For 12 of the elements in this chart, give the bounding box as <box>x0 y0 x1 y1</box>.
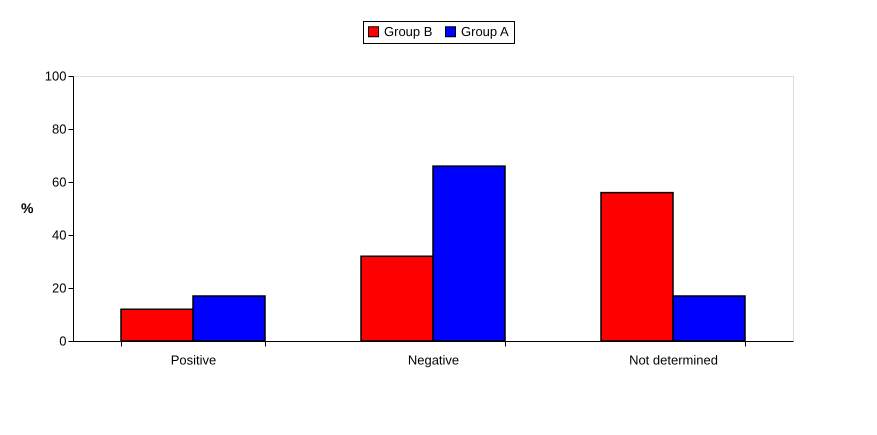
x-tick-label: Positive <box>170 352 216 368</box>
y-tick-label: 40 <box>52 228 66 242</box>
y-tick-label: 60 <box>52 174 66 190</box>
y-axis-title: % <box>21 200 34 216</box>
y-tick-label: 0 <box>59 334 66 348</box>
legend-label: Group B <box>384 24 432 39</box>
y-tick-label: 100 <box>44 68 66 84</box>
x-tick-label: Not determined <box>629 352 718 368</box>
y-tick-label: 80 <box>52 122 66 136</box>
x-tick-label: Negative <box>408 352 460 368</box>
legend-label: Group A <box>461 24 510 39</box>
y-tick-label: 20 <box>52 280 66 296</box>
